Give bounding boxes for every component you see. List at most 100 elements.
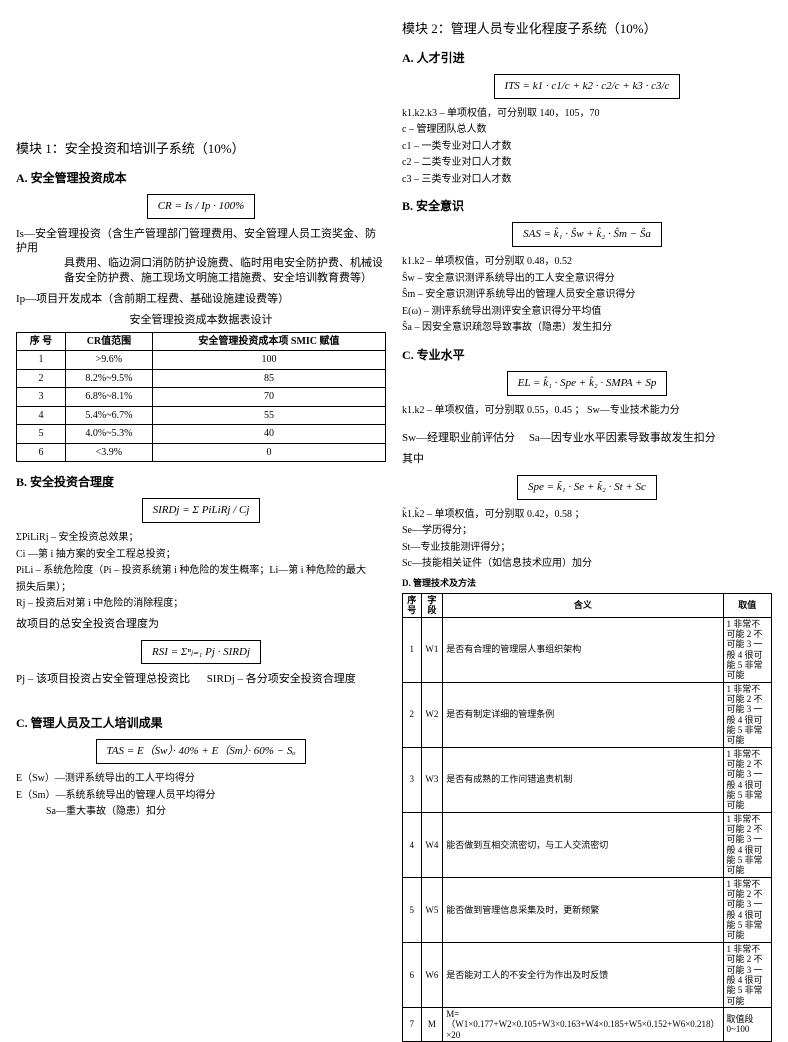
- smic-h1: CR值范围: [65, 332, 152, 351]
- table-cell: 能否做到互相交流密切，与工人交流密切: [443, 812, 723, 877]
- table-cell: 5: [403, 877, 422, 942]
- table-cell: W3: [421, 747, 443, 812]
- formula-spe: Spe = k̃₁ · Se + k̃₂ · St + Sc: [517, 475, 657, 500]
- table-cell: 1 非常不可能 2 不可能 3 一般 4 很可能 5 非常可能: [723, 747, 771, 812]
- table-cell: 85: [152, 369, 385, 388]
- sec-b-heading: B. 安全投资合理度: [16, 474, 386, 490]
- rc-mid: 其中: [402, 452, 772, 467]
- table-row: 1W1是否有合理的管理层人事组织架构1 非常不可能 2 不可能 3 一般 4 很…: [403, 617, 772, 682]
- is-def-line2: 具费用、临边洞口消防防护设施费、临时用电安全防护费、机械设备安全防护费、施工现场…: [16, 256, 386, 286]
- ip-definition: Ip—项目开发成本（含前期工程费、基础设施建设费等）: [16, 292, 386, 307]
- smic-h0: 序 号: [17, 332, 66, 351]
- formula-tas-wrap: TAS = E（Sw）· 40% + E（Sm）· 60% − Sₒ: [16, 739, 386, 764]
- r-sec-b-heading: B. 安全意识: [402, 198, 772, 214]
- table-cell: 4.0%~5.3%: [65, 425, 152, 444]
- table-cell: 1: [17, 351, 66, 370]
- b-line7a: Pj – 该项目投资占安全管理总投资比: [16, 673, 190, 685]
- rc-d6: Sc—技能相关证件（如信息技术应用）加分: [402, 557, 772, 571]
- table-cell: W1: [421, 617, 443, 682]
- d-h3: 取值: [723, 593, 771, 617]
- formula-sird: SIRDj = Σ PiLiRj / Cj: [142, 498, 261, 523]
- table-cell: 1: [403, 617, 422, 682]
- sec-c-defs: E（Sw）—测评系统导出的工人平均得分 E（Sm）—系统系统导出的管理人员平均得…: [16, 772, 386, 819]
- smic-table: 序 号 CR值范围 安全管理投资成本项 SMIC 赋值 1>9.6%10028.…: [16, 332, 386, 463]
- table-row: 3W3是否有成熟的工作问错追责机制1 非常不可能 2 不可能 3 一般 4 很可…: [403, 747, 772, 812]
- rc-d2b: Sa—因专业水平因素导致事故发生扣分: [529, 432, 716, 444]
- table-cell: 0: [152, 443, 385, 462]
- formula-el-wrap: EL = k̂₁ · Spe + k̂₂ · SMPA + Sp: [402, 371, 772, 396]
- mgmt-table: 序号 字段 含义 取值 1W1是否有合理的管理层人事组织架构1 非常不可能 2 …: [402, 593, 772, 1042]
- rb-d4: E(ω) – 测评系统导出测评安全意识得分平均值: [402, 305, 772, 319]
- r-sec-c-heading: C. 专业水平: [402, 347, 772, 363]
- c-d2: E（Sm）—系统系统导出的管理人员平均得分: [16, 789, 386, 803]
- c-d3: Sa—重大事故（隐患）扣分: [16, 805, 386, 819]
- rb-d3: Ŝm – 安全意识测评系统导出的管理人员安全意识得分: [402, 288, 772, 302]
- b-line6: 故项目的总安全投资合理度为: [16, 617, 386, 632]
- ra-d1: k1.k2.k3 – 单项权值，可分别取 140，105，70: [402, 107, 772, 121]
- rc-d4: Se—学历得分；: [402, 524, 772, 538]
- rc-d1: k1.k2 – 单项权值，可分别取 0.55，0.45 ； Sw—专业技术能力分: [402, 404, 772, 418]
- smic-table-caption: 安全管理投资成本数据表设计: [16, 313, 386, 328]
- table-cell: 5: [17, 425, 66, 444]
- module1-title: 模块 1：安全投资和培训子系统（10%）: [16, 140, 386, 158]
- b-line2: Ci —第 i 抽方案的安全工程总投资；: [16, 548, 386, 562]
- ra-d3: c1 – 一类专业对口人才数: [402, 140, 772, 154]
- formula-its: ITS = k1 · c1/c + k2 · c2/c + k3 · c3/c: [494, 74, 681, 99]
- formula-el: EL = k̂₁ · Spe + k̂₂ · SMPA + Sp: [507, 371, 668, 396]
- table-cell: 是否有成熟的工作问错追责机制: [443, 747, 723, 812]
- table-row: 36.8%~8.1%70: [17, 388, 386, 407]
- table-cell: 70: [152, 388, 385, 407]
- r-c-defs2: k̃1.k̃2 – 单项权值，可分别取 0.42，0.58 ； Se—学历得分；…: [402, 508, 772, 571]
- table-cell: 是否有合理的管理层人事组织架构: [443, 617, 723, 682]
- table-cell: 4: [403, 812, 422, 877]
- table-cell: 40: [152, 425, 385, 444]
- smic-h2: 安全管理投资成本项 SMIC 赋值: [152, 332, 385, 351]
- table-cell: 55: [152, 406, 385, 425]
- formula-sas-wrap: SAS = k̂₁ · Ŝw + k̂₂ · Ŝm − Ŝa: [402, 222, 772, 247]
- table-cell: 6: [403, 942, 422, 1007]
- table-cell: 取值段 0~100: [723, 1007, 771, 1041]
- r-b-defs: k1.k2 – 单项权值，可分别取 0.48，0.52 Ŝw – 安全意识测评系…: [402, 255, 772, 335]
- b-line1: ΣPiLiRj – 安全投资总效果；: [16, 531, 386, 545]
- formula-rsi: RSI = Σⁿⱼ₌₁ Pj · SIRDj: [141, 640, 261, 665]
- rb-d2: Ŝw – 安全意识测评系统导出的工人安全意识得分: [402, 272, 772, 286]
- table-cell: M: [421, 1007, 443, 1041]
- table-cell: 是否有制定详细的管理条例: [443, 682, 723, 747]
- formula-sas: SAS = k̂₁ · Ŝw + k̂₂ · Ŝm − Ŝa: [512, 222, 662, 247]
- ra-d4: c2 – 二类专业对口人才数: [402, 156, 772, 170]
- table-cell: W4: [421, 812, 443, 877]
- b-line7b: SIRDj – 各分项安全投资合理度: [207, 673, 356, 685]
- d-h1: 字段: [421, 593, 443, 617]
- table-cell: 2: [17, 369, 66, 388]
- table-cell: 1 非常不可能 2 不可能 3 一般 4 很可能 5 非常可能: [723, 682, 771, 747]
- table-row: 5W5能否做到管理信息采集及时，更新频繁1 非常不可能 2 不可能 3 一般 4…: [403, 877, 772, 942]
- rc-d2a: Sw—经理职业前评估分: [402, 432, 515, 444]
- b-line7: Pj – 该项目投资占安全管理总投资比 SIRDj – 各分项安全投资合理度: [16, 672, 386, 687]
- rc-d3: k̃1.k̃2 – 单项权值，可分别取 0.42，0.58 ；: [402, 508, 772, 522]
- d-h2: 含义: [443, 593, 723, 617]
- ra-d5: c3 – 三类专业对口人才数: [402, 173, 772, 187]
- formula-spe-wrap: Spe = k̃₁ · Se + k̃₂ · St + Sc: [402, 475, 772, 500]
- sec-b-defs: ΣPiLiRj – 安全投资总效果； Ci —第 i 抽方案的安全工程总投资； …: [16, 531, 386, 611]
- formula-cr-wrap: CR = Is / Ip · 100%: [16, 194, 386, 219]
- table-cell: 1 非常不可能 2 不可能 3 一般 4 很可能 5 非常可能: [723, 617, 771, 682]
- table-cell: 100: [152, 351, 385, 370]
- table-cell: 6.8%~8.1%: [65, 388, 152, 407]
- table-cell: 3: [17, 388, 66, 407]
- table-cell: 6: [17, 443, 66, 462]
- rc-d2: Sw—经理职业前评估分 Sa—因专业水平因素导致事故发生扣分: [402, 431, 772, 446]
- table-row: 7MM=（W1×0.177+W2×0.105+W3×0.163+W4×0.185…: [403, 1007, 772, 1041]
- table-row: 28.2%~9.5%85: [17, 369, 386, 388]
- table-cell: 5.4%~6.7%: [65, 406, 152, 425]
- sec-a-heading: A. 安全管理投资成本: [16, 170, 386, 186]
- table-cell: >9.6%: [65, 351, 152, 370]
- left-column: 模块 1：安全投资和培训子系统（10%） A. 安全管理投资成本 CR = Is…: [8, 10, 394, 990]
- right-column: 模块 2：管理人员专业化程度子系统（10%） A. 人才引进 ITS = k1 …: [394, 10, 780, 990]
- b-line4: 损失后果）；: [16, 581, 386, 595]
- sec-c-heading: C. 管理人员及工人培训成果: [16, 715, 386, 731]
- is-def-line1: Is—安全管理投资（含生产管理部门管理费用、安全管理人员工资奖金、防护用: [16, 228, 376, 255]
- rb-d5: Ŝa – 因安全意识疏忽导致事故（隐患）发生扣分: [402, 321, 772, 335]
- table-row: 6W6是否能对工人的不安全行为作出及时反馈1 非常不可能 2 不可能 3 一般 …: [403, 942, 772, 1007]
- table-row: 54.0%~5.3%40: [17, 425, 386, 444]
- table-cell: 1 非常不可能 2 不可能 3 一般 4 很可能 5 非常可能: [723, 812, 771, 877]
